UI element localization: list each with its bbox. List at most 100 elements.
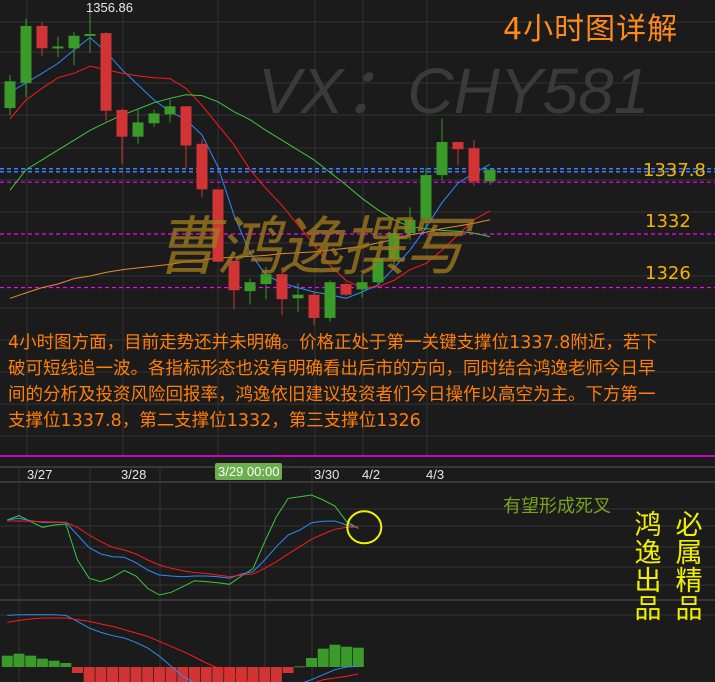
candle (52, 36, 64, 58)
macd-histogram-bar (107, 667, 119, 682)
candle (68, 32, 80, 66)
candle-body (420, 175, 432, 219)
candle (260, 267, 272, 300)
candle-body (196, 143, 208, 190)
macd-histogram-bar (247, 667, 259, 682)
date-label: 4/2 (362, 467, 381, 482)
macd-line-dif (7, 614, 359, 682)
candle-body (356, 282, 368, 290)
candle (468, 140, 480, 186)
macd-histogram-bar (153, 667, 165, 682)
candle-body (436, 142, 448, 176)
candle-body (340, 284, 352, 295)
candle-body (260, 274, 272, 285)
kdj-line-k (7, 517, 359, 579)
candle (84, 12, 96, 53)
macd-histogram-bar (95, 667, 107, 682)
kdj-panel (7, 494, 359, 596)
candle-body (52, 46, 64, 49)
macd-histogram-bar (83, 667, 95, 682)
candle (308, 292, 320, 326)
candle-body (100, 33, 112, 111)
crosshair-date-label: 3/29 00:00 (215, 463, 283, 480)
candle (36, 22, 48, 57)
macd-histogram-bar (25, 655, 37, 667)
candle-body (116, 109, 128, 137)
macd-histogram-bar (72, 667, 83, 673)
candle (164, 99, 176, 123)
kdj-line-j (7, 494, 359, 596)
candle-body (372, 258, 384, 283)
candle-body (452, 142, 464, 150)
macd-histogram-bar (118, 667, 130, 682)
candle (132, 109, 144, 144)
macd-histogram-bar (177, 667, 189, 682)
candle (180, 106, 192, 168)
death-cross-annotation: 有望形成死叉 (503, 496, 611, 517)
candle-body (244, 282, 256, 292)
candle (292, 283, 304, 312)
date-label: 3/28 (121, 467, 147, 482)
candle (340, 282, 352, 296)
candles (4, 12, 496, 326)
watermark: VX：CHY581 (258, 55, 650, 127)
candle (372, 258, 384, 285)
macd-histogram-bar (306, 658, 317, 667)
level-label-2: 1332 (645, 211, 691, 232)
level-label-1: 1337.8 (643, 160, 706, 181)
candle-body (164, 106, 176, 115)
side-text-right: 必属精品 (675, 510, 703, 625)
date-label: 3/30 (314, 467, 340, 482)
macd-histogram-bar (259, 667, 271, 682)
candle-body (68, 35, 80, 49)
candle (420, 167, 432, 227)
candle-body (84, 33, 96, 36)
author-stamp: 曹鸿逸撰写 (155, 211, 467, 285)
candle (20, 18, 32, 98)
macd-panel (1, 614, 364, 682)
candle-body (212, 189, 224, 262)
candle (4, 75, 16, 116)
candle (404, 207, 416, 241)
macd-histogram-bar (270, 667, 282, 682)
support-levels (0, 167, 715, 289)
candle (228, 260, 240, 310)
candle (116, 108, 128, 164)
kdj-line-d (7, 520, 359, 578)
macd-histogram-bar (1, 655, 13, 667)
candle-body (228, 260, 240, 291)
max-price-label: 1356.86 (86, 0, 133, 15)
level-label-3: 1326 (645, 263, 691, 284)
macd-line-dea (7, 617, 359, 682)
candle (276, 267, 288, 316)
candle (452, 142, 464, 166)
date-label: 4/3 (426, 467, 445, 482)
macd-histogram-bar (352, 647, 364, 667)
candle-body (324, 282, 336, 318)
macd-histogram-bar (48, 660, 60, 667)
candle (388, 227, 400, 268)
candle-body (292, 294, 304, 299)
candle-body (468, 148, 480, 182)
candle (100, 32, 112, 121)
candle (244, 278, 256, 305)
macd-histogram-bar (200, 667, 212, 682)
candle-body (484, 169, 496, 182)
macd-histogram-bar (329, 644, 341, 667)
macd-histogram-bar (294, 666, 306, 668)
candle-body (308, 294, 320, 318)
macd-histogram-bar (212, 667, 224, 682)
candle (324, 280, 336, 322)
page-title: 4小时图详解 (503, 12, 679, 47)
side-text-left: 鸿逸出品 (634, 510, 662, 625)
macd-histogram-bar (13, 653, 25, 667)
macd-histogram-bar (235, 667, 247, 682)
macd-histogram-bar (282, 667, 294, 673)
macd-histogram-bar (224, 667, 236, 682)
candle (212, 189, 224, 262)
candle-body (404, 219, 416, 234)
macd-histogram-bar (341, 646, 353, 667)
moving-average-line-ma2 (9, 65, 491, 289)
candle-body (388, 233, 400, 260)
